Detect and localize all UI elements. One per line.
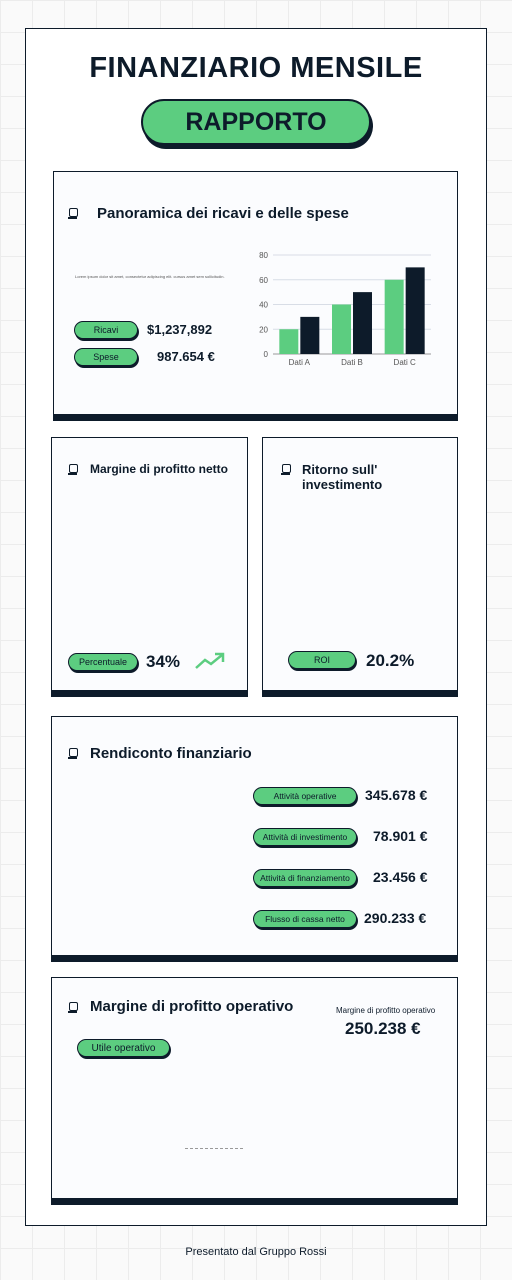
x-tick-label: Dati C: [394, 358, 416, 367]
y-tick-label: 20: [259, 325, 268, 334]
checkbox-icon: [68, 1002, 78, 1013]
section-title: Margine di profitto netto: [90, 462, 228, 476]
investing-activities-label: Attività di investimento: [253, 828, 357, 846]
card-footer-bar: [52, 1198, 457, 1204]
checkbox-icon: [68, 208, 78, 219]
y-tick-label: 80: [259, 251, 268, 260]
financing-activities-label: Attività di finanziamento: [253, 869, 357, 887]
divider-line: [185, 1148, 243, 1149]
section-title: Margine di profitto operativo: [90, 998, 294, 1015]
y-tick-label: 0: [264, 350, 269, 359]
operating-margin-card: [51, 977, 458, 1205]
checkbox-icon: [68, 464, 78, 475]
expense-label: Spese: [74, 348, 138, 366]
lorem-text: Lorem ipsum dolor sit amet, consectetur …: [75, 274, 225, 279]
section-title: Panoramica dei ricavi e delle spese: [97, 205, 349, 222]
financing-activities-value: 23.456 €: [373, 869, 428, 885]
percent-value: 34%: [146, 652, 181, 671]
y-tick-label: 60: [259, 276, 268, 285]
card-footer-bar: [263, 690, 457, 696]
card-footer-bar: [54, 414, 457, 420]
report-subtitle: RAPPORTO: [141, 99, 371, 145]
x-tick-label: Dati B: [341, 358, 363, 367]
card-footer-bar: [52, 955, 457, 961]
bar: [384, 279, 404, 354]
investing-activities-value: 78.901 €: [373, 828, 428, 844]
net-cash-flow-value: 290.233 €: [364, 910, 427, 926]
operating-income-label: Utile operativo: [77, 1039, 170, 1057]
trend-up-icon: [195, 652, 225, 669]
revenue-label: Ricavi: [74, 321, 138, 339]
footer-text: Presentato dal Gruppo Rossi: [185, 1246, 327, 1258]
section-title: Ritorno sull' investimento: [302, 462, 383, 492]
operating-activities-value: 345.678 €: [365, 787, 428, 803]
card-footer-bar: [52, 690, 247, 696]
revenue-value: $1,237,892: [147, 322, 213, 337]
operating-activities-label: Attività operative: [253, 787, 357, 805]
report-title: FINANZIARIO MENSILE: [89, 52, 423, 84]
checkbox-icon: [68, 748, 78, 759]
x-tick-label: Dati A: [289, 358, 311, 367]
bar: [300, 316, 320, 354]
expense-value: 987.654 €: [157, 349, 215, 364]
checkbox-icon: [281, 464, 291, 475]
bar: [279, 329, 299, 354]
y-tick-label: 40: [259, 301, 268, 310]
bar: [332, 304, 351, 354]
operating-margin-value: 250.238 €: [345, 1019, 421, 1038]
bar: [405, 267, 425, 354]
section-title: Rendiconto finanziario: [90, 745, 252, 762]
operating-margin-caption: Margine di profitto operativo: [336, 1006, 436, 1015]
bar: [353, 292, 372, 354]
roi-label: ROI: [288, 651, 356, 669]
net-cash-flow-label: Flusso di cassa netto: [253, 910, 357, 928]
roi-value: 20.2%: [366, 651, 415, 670]
percent-label: Percentuale: [68, 653, 138, 671]
